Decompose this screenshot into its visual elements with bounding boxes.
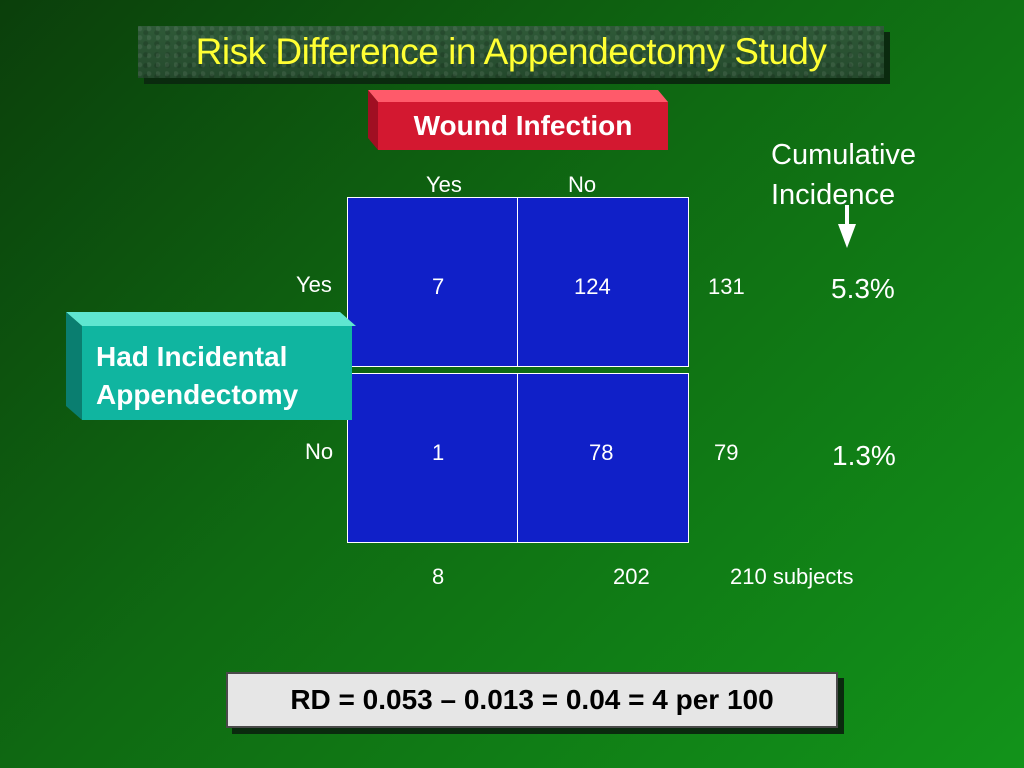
- cell-yes-yes: [347, 197, 518, 367]
- cell-value: 78: [589, 440, 614, 465]
- cumulative-incidence-value: 1.3%: [832, 440, 896, 471]
- row-total: 79: [714, 440, 739, 465]
- cell-no-no: [517, 373, 689, 543]
- slide-title: Risk Difference in Appendectomy Study: [195, 31, 827, 72]
- arrow-down-icon-head: [838, 224, 856, 248]
- column-total: 8: [432, 564, 445, 589]
- grand-total: 210 subjects: [730, 564, 854, 589]
- risk-difference-formula-box: RD = 0.053 – 0.013 = 0.04 = 4 per 100: [226, 672, 838, 728]
- cell-value: 1: [432, 440, 445, 465]
- cumulative-incidence-header: Cumulative Incidence: [771, 139, 917, 211]
- column-header-no: No: [568, 172, 597, 197]
- column-total: 202: [613, 564, 650, 589]
- column-header-yes: Yes: [426, 172, 462, 197]
- cumulative-incidence-value: 5.3%: [831, 273, 895, 304]
- risk-difference-formula: RD = 0.053 – 0.013 = 0.04 = 4 per 100: [290, 684, 774, 715]
- outcome-label: Wound Infection: [378, 102, 668, 150]
- exposure-label: Had Incidental Appendectomy: [82, 326, 352, 420]
- arrow-down-icon: [845, 205, 849, 235]
- title-banner: Risk Difference in Appendectomy Study: [138, 26, 884, 78]
- outcome-label-box: Wound Infection: [368, 90, 674, 158]
- row-header-no: No: [305, 439, 334, 464]
- cell-yes-no: [517, 197, 689, 367]
- cell-value: 124: [574, 274, 611, 299]
- cell-value: 7: [432, 274, 445, 299]
- row-header-yes: Yes: [296, 272, 332, 297]
- row-total: 131: [708, 274, 745, 299]
- exposure-label-box: Had Incidental Appendectomy: [66, 312, 356, 424]
